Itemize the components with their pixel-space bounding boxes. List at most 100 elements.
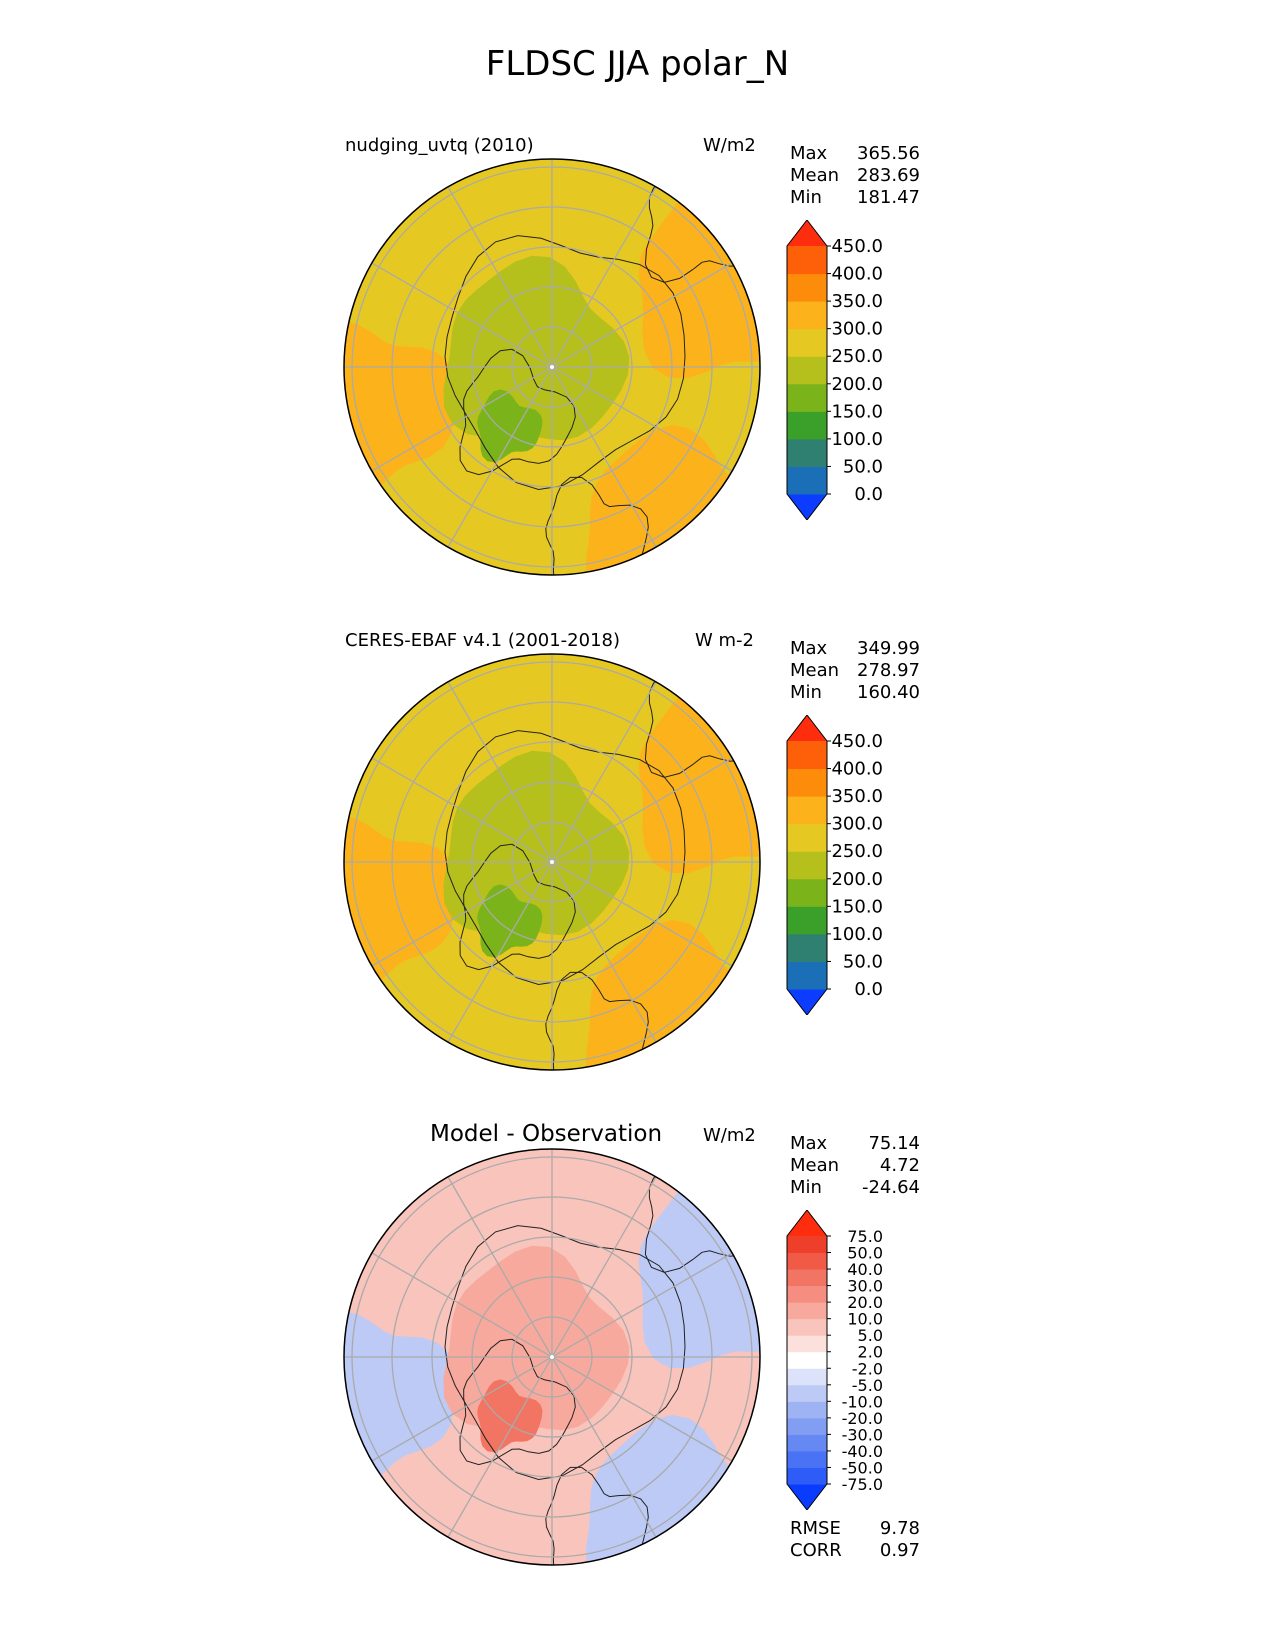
map-region [344, 321, 456, 499]
colorbar-tick-label: 75.0 [847, 1227, 883, 1246]
colorbar-segment [787, 411, 827, 440]
colorbar-extend-min [787, 989, 827, 1015]
colorbar-segment [787, 1351, 827, 1369]
stat-max: Max 75.14 [790, 1133, 920, 1154]
stat-mean: Mean 4.72 [790, 1155, 920, 1176]
panel-label: CERES-EBAF v4.1 (2001-2018) [345, 630, 621, 651]
colorbar-extend-max [787, 715, 827, 741]
colorbar-segment [787, 1318, 827, 1336]
colorbar-tick-label: 450.0 [831, 236, 883, 257]
polar-map [343, 1148, 761, 1566]
panel-units: W m-2 [695, 630, 755, 651]
metrics-box: RMSE 9.78 CORR 0.97 [790, 1518, 920, 1562]
colorbar-tick-label: 250.0 [831, 841, 883, 862]
colorbar-segment [787, 1434, 827, 1452]
colorbar-tick-label: 50.0 [843, 951, 883, 972]
colorbar-extend-max [787, 1210, 827, 1236]
colorbar-tick-label: 5.0 [858, 1326, 883, 1345]
stat-max: Max 349.99 [790, 638, 920, 659]
stat-min: Min -24.64 [790, 1177, 920, 1198]
stats-box: Max 349.99 Mean 278.97 Min 160.40 [790, 638, 920, 704]
colorbar-tick-label: -40.0 [842, 1442, 883, 1461]
metric-corr: CORR 0.97 [790, 1540, 920, 1561]
colorbar-tick-label: 10.0 [847, 1310, 883, 1329]
colorbar-segment [787, 796, 827, 825]
map-boundary [343, 653, 761, 1071]
colorbar-segment [787, 1335, 827, 1353]
colorbar-segment [787, 273, 827, 302]
colorbar-segment [787, 878, 827, 907]
metric-rmse: RMSE 9.78 [790, 1518, 920, 1539]
colorbar-segment [787, 768, 827, 797]
colorbar-segment [787, 328, 827, 357]
colorbar-extend-max [787, 220, 827, 246]
map-region [443, 255, 630, 441]
colorbar-segment [787, 961, 827, 990]
coastline [444, 1225, 686, 1481]
colorbar-tick-label: 30.0 [847, 1277, 883, 1296]
map-region [477, 389, 543, 463]
colorbar-tick-label: -10.0 [842, 1392, 883, 1411]
colorbar-segment [787, 438, 827, 467]
stat-max: Max 365.56 [790, 143, 920, 164]
colorbar-segment [787, 906, 827, 935]
colorbar-tick-label: 350.0 [831, 786, 883, 807]
colorbar: 0.0 50.0 100.0 150.0 200.0 250.0 300.0 350.0 400… [786, 715, 883, 1015]
coastline [444, 730, 686, 986]
colorbar-tick-label: 40.0 [847, 1260, 883, 1279]
stats-box: Max 365.56 Mean 283.69 Min 181.47 [790, 143, 920, 209]
map-region [477, 1379, 543, 1453]
colorbar-tick-label: 400.0 [831, 759, 883, 780]
panel-label: nudging_uvtq (2010) [345, 135, 534, 156]
colorbar-tick-label: 200.0 [831, 374, 883, 395]
colorbar-segment [787, 933, 827, 962]
colorbar-segment [787, 1285, 827, 1303]
panel-difference: Model - Observation W/m2 Max 75.14 Mean 4.… [0, 1115, 1275, 1645]
colorbar: -75.0-50.0-40.0-30.0-20.0-10.0-5.0-2.02.… [786, 1210, 883, 1510]
polar-map [343, 653, 761, 1071]
coastline [444, 235, 686, 491]
pole-marker [550, 1355, 554, 1359]
stat-mean: Mean 283.69 [790, 165, 920, 186]
colorbar-segment [787, 356, 827, 385]
colorbar-tick-label: 300.0 [831, 814, 883, 835]
colorbar-tick-label: 250.0 [831, 346, 883, 367]
colorbar-tick-label: 200.0 [831, 869, 883, 890]
colorbar-segment [787, 383, 827, 412]
colorbar-tick-label: 150.0 [831, 401, 883, 422]
map-region [638, 184, 760, 378]
colorbar-tick-label: 0.0 [854, 484, 883, 505]
colorbar-tick-label: 300.0 [831, 319, 883, 340]
colorbar-tick-label: 20.0 [847, 1293, 883, 1312]
colorbar-tick-label: -50.0 [842, 1458, 883, 1477]
colorbar-extend-min [787, 1484, 827, 1510]
colorbar-tick-label: -20.0 [842, 1409, 883, 1428]
polar-map [343, 158, 761, 576]
colorbar-tick-label: 100.0 [831, 429, 883, 450]
colorbar: 0.0 50.0 100.0 150.0 200.0 250.0 300.0 350.0 400… [786, 220, 883, 520]
map-region [443, 1245, 630, 1431]
colorbar-segment [787, 851, 827, 880]
colorbar-segment [787, 1467, 827, 1485]
panel-units: W/m2 [703, 135, 756, 156]
colorbar-segment [787, 1368, 827, 1386]
colorbar-segment [787, 1384, 827, 1402]
colorbar-tick-label: 0.0 [854, 979, 883, 1000]
map-region [477, 884, 543, 958]
panel-observation: CERES-EBAF v4.1 (2001-2018) W m-2 Max 349… [0, 620, 1275, 1100]
colorbar-tick-label: -75.0 [842, 1475, 883, 1494]
colorbar-tick-label: 2.0 [858, 1343, 883, 1362]
colorbar-segment [787, 1236, 827, 1254]
colorbar-segment [787, 823, 827, 852]
colorbar-segment [787, 1417, 827, 1435]
map-region [443, 750, 630, 936]
map-field [344, 654, 760, 1070]
colorbar-segment [787, 466, 827, 495]
colorbar-tick-label: -5.0 [852, 1376, 883, 1395]
figure-title: FLDSC JJA polar_N [485, 44, 790, 84]
stat-mean: Mean 278.97 [790, 660, 920, 681]
stat-min: Min 181.47 [790, 187, 920, 208]
stats-box: Max 75.14 Mean 4.72 Min -24.64 [790, 1133, 920, 1199]
colorbar-tick-label: -2.0 [852, 1359, 883, 1378]
map-region [344, 816, 456, 994]
